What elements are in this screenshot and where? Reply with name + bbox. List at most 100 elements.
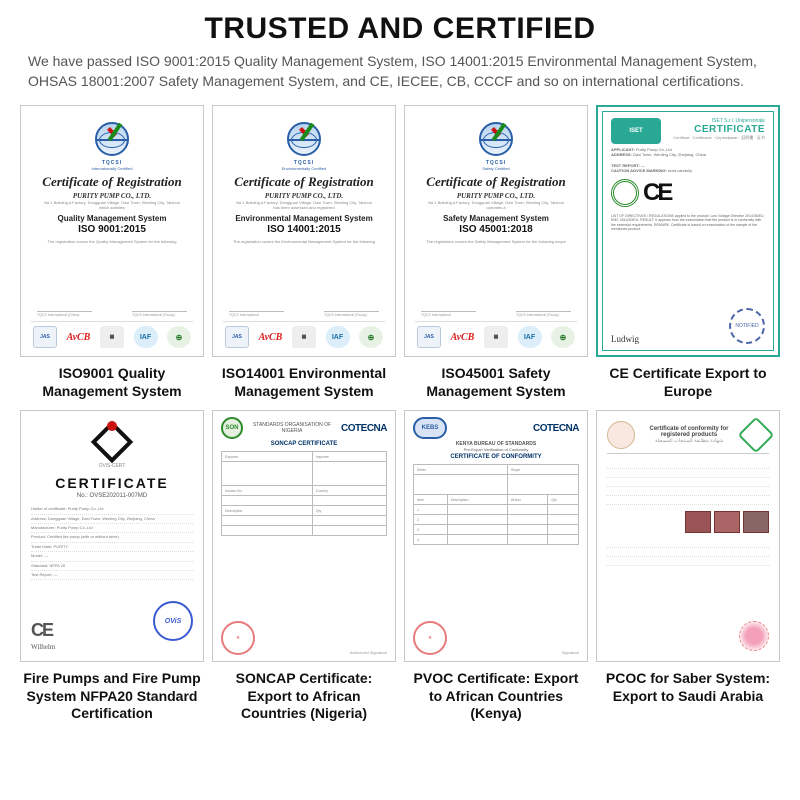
product-photo-icon: [714, 511, 740, 533]
saso-emblem-icon: [607, 421, 635, 449]
company-name: PURITY PUMP CO., LTD.: [265, 192, 343, 200]
cert-cell: KEBS COTECNA KENYA BUREAU OF STANDARDS P…: [404, 410, 588, 723]
signature-row: TQCS InternationalTQCS International (Gr…: [223, 311, 385, 317]
badge-icon: ▦: [100, 326, 124, 348]
ovis-stamp-icon: OViS: [153, 601, 193, 641]
badge-icon: ▦: [484, 326, 508, 348]
company-name: PURITY PUMP CO., LTD.: [457, 192, 535, 200]
product-photo-icon: [743, 511, 769, 533]
badge-icon: AvCB: [67, 326, 91, 348]
cert-card-iso9001: TQCSI Internationally Certified Certific…: [20, 105, 204, 357]
badge-icon: JAS: [225, 326, 249, 348]
cert-cell: SON STANDARDS ORGANISATION OF NIGERIA CO…: [212, 410, 396, 723]
cert-card-iso14001: TQCSI Environmentally Certified Certific…: [212, 105, 396, 357]
arabic-text: شهادة مطابقة للمنتجات المسجلة: [641, 438, 737, 444]
logo-sub: Internationally Certified: [92, 166, 133, 171]
badge-row: JAS AvCB ▦ IAF ⊕: [31, 321, 193, 348]
product-photo-icon: [685, 511, 711, 533]
badge-icon: ⊕: [359, 326, 383, 348]
cert-cell: TQCSI Environmentally Certified Certific…: [212, 105, 396, 400]
red-stamp-icon: ★: [413, 621, 447, 655]
badge-icon: ⊕: [551, 326, 575, 348]
system-name: Environmental Management System: [235, 214, 372, 223]
iso-number: ISO 45001:2018: [459, 224, 532, 235]
cert-grid: TQCSI Internationally Certified Certific…: [20, 105, 780, 723]
cert-number: No.: OVSE202011-007MD: [77, 493, 147, 499]
system-name: Quality Management System: [58, 214, 167, 223]
iso-number: ISO 9001:2015: [78, 224, 146, 235]
cert-cell: TQCSI Internationally Certified Certific…: [20, 105, 204, 400]
ovis-logo-icon: [91, 421, 133, 463]
iso-number: ISO 14001:2015: [267, 224, 340, 235]
cert-caption: Fire Pumps and Fire Pump System NFPA20 S…: [20, 670, 204, 723]
notified-seal-icon: NOTIFIED: [729, 308, 765, 344]
brand-name: OViS-CERT: [99, 463, 126, 469]
cert-title: Certificate of Registration: [234, 175, 373, 189]
cert-title: Certificate of Registration: [42, 175, 181, 189]
ce-mark-icon: CE: [643, 179, 670, 207]
cert-card-soncap: SON STANDARDS ORGANISATION OF NIGERIA CO…: [212, 410, 396, 662]
badge-icon: JAS: [33, 326, 57, 348]
cert-card-ce: ISET ISET S.r.l. Unipersonale CERTIFICAT…: [596, 105, 780, 357]
org-title: STANDARDS ORGANISATION OF NIGERIA: [247, 422, 337, 434]
cert-card-pcoc: Certificate of conformity for registered…: [596, 410, 780, 662]
ce-mark-row: CE: [611, 175, 765, 211]
tqcsi-logo-icon: [277, 118, 331, 162]
badge-row: JAS AvCB ▦ IAF ⊕: [415, 321, 577, 348]
pink-stamp-icon: [739, 621, 769, 651]
cert-caption: ISO14001 Environmental Management System: [212, 365, 396, 400]
badge-icon: ⊕: [167, 326, 191, 348]
badge-icon: IAF: [326, 326, 350, 348]
cert-cell: TQCSI Safety Certified Certificate of Re…: [404, 105, 588, 400]
cert-detail-rows: Holder of certificate: Purity Pump Co.,L…: [31, 505, 193, 580]
cert-title: CERTIFICATE: [55, 475, 169, 491]
cert-cell: OViS-CERT CERTIFICATE No.: OVSE202011-00…: [20, 410, 204, 723]
badge-icon: AvCB: [259, 326, 283, 348]
address-line: No.1 Building A Factory, Dongguan Villag…: [31, 200, 193, 210]
tqcsi-logo-icon: [469, 118, 523, 162]
logo-sub: Environmentally Certified: [282, 166, 326, 171]
ce-fine-text: LIST OF DIRECTIVES / REGULATIONS applied…: [611, 214, 765, 231]
cert-title: Certificate of Registration: [426, 175, 565, 189]
page-title: TRUSTED AND CERTIFIED: [20, 12, 780, 46]
signature-row: TQCS International (China)TQCS Internati…: [31, 311, 193, 317]
saber-logo-icon: [738, 417, 775, 454]
kebs-logo-icon: KEBS: [413, 417, 447, 439]
address-line: No.1 Building A Factory, Dongguan Villag…: [415, 200, 577, 210]
badge-icon: IAF: [518, 326, 542, 348]
badge-icon: JAS: [417, 326, 441, 348]
cert-caption: SONCAP Certificate: Export to African Co…: [212, 670, 396, 723]
son-logo-icon: SON: [221, 417, 243, 439]
logo-sub: Safety Certified: [482, 166, 509, 171]
fine-text: The registration covers the Environmenta…: [223, 239, 385, 244]
cotecna-logo-icon: COTECNA: [533, 423, 579, 434]
detail-lines: [607, 539, 769, 566]
iset-logo-icon: ISET: [611, 118, 661, 144]
signature-row: TQCS InternationalTQCS International (Gr…: [415, 311, 577, 317]
cert-caption: CE Certificate Export to Europe: [596, 365, 780, 400]
detail-lines: [607, 460, 769, 505]
cert-card-pvoc: KEBS COTECNA KENYA BUREAU OF STANDARDS P…: [404, 410, 588, 662]
fine-text: The registration covers the Quality Mana…: [31, 239, 193, 244]
cert-caption: ISO9001 Quality Management System: [20, 365, 204, 400]
badge-icon: AvCB: [451, 326, 475, 348]
cert-sub: SONCAP CERTIFICATE: [221, 441, 387, 447]
company-name: PURITY PUMP CO., LTD.: [73, 192, 151, 200]
address-line: No.1 Building A Factory, Dongguan Villag…: [223, 200, 385, 210]
signature-icon: Wilhelm: [31, 643, 55, 651]
cert-cell: Certificate of conformity for registered…: [596, 410, 780, 723]
cert-caption: ISO45001 Safety Management System: [404, 365, 588, 400]
cert-card-iso45001: TQCSI Safety Certified Certificate of Re…: [404, 105, 588, 357]
seal-icon: [611, 179, 639, 207]
cert-caption: PCOC for Saber System: Export to Saudi A…: [596, 670, 780, 705]
detail-table: ExporterImporter Invoice No.Country Desc…: [221, 451, 387, 536]
system-name: Safety Management System: [443, 214, 549, 223]
cert-card-nfpa20: OViS-CERT CERTIFICATE No.: OVSE202011-00…: [20, 410, 204, 662]
cotecna-logo-icon: COTECNA: [341, 423, 387, 434]
badge-row: JAS AvCB ▦ IAF ⊕: [223, 321, 385, 348]
fine-text: The registration covers the Safety Manag…: [415, 239, 577, 244]
red-stamp-icon: ★: [221, 621, 255, 655]
ce-body-text: APPLICANT: Purity Pump Co.,LtdADDRESS: D…: [611, 147, 765, 173]
badge-icon: IAF: [134, 326, 158, 348]
badge-icon: ▦: [292, 326, 316, 348]
